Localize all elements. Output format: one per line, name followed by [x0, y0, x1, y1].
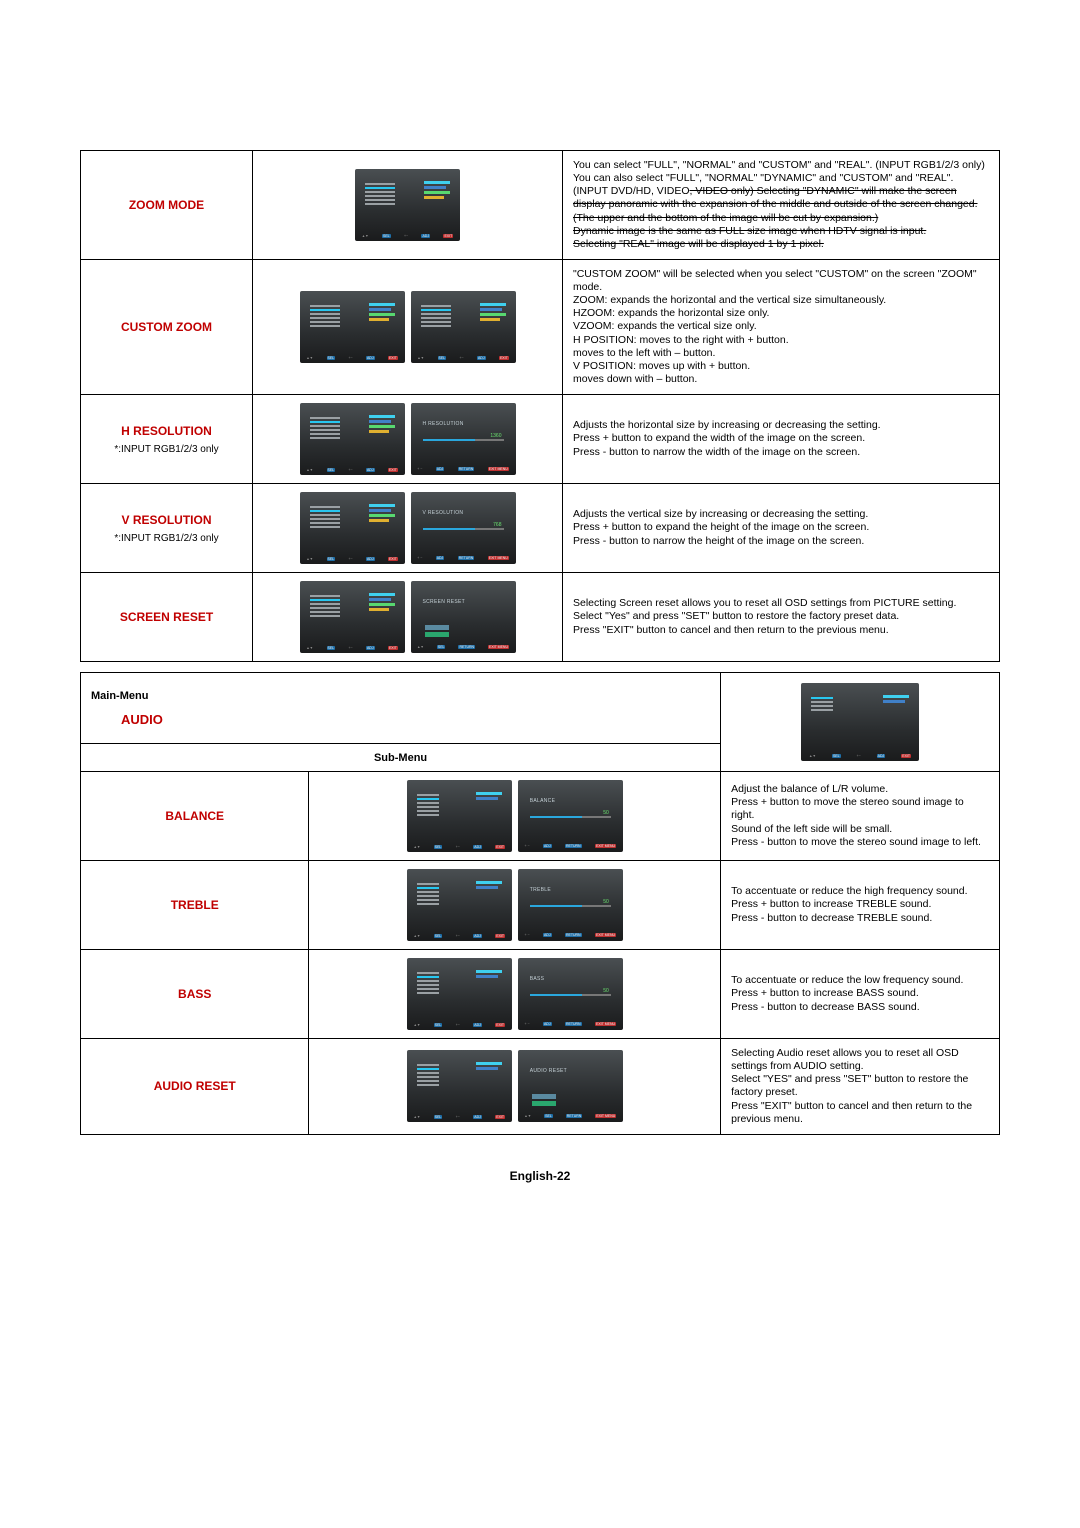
page-footer: English-22 — [80, 1169, 1000, 1183]
row-label: H RESOLUTION *:INPUT RGB1/2/3 only — [81, 395, 253, 484]
audio-header-thumb-cell: ▲▼SEL+−ADJEXIT — [721, 673, 1000, 772]
row-desc: To accentuate or reduce the low frequenc… — [721, 950, 1000, 1039]
row-thumb: ▲▼SEL+−ADJEXIT BALANCE 50 + −ADJRETURNEX… — [309, 772, 721, 861]
table-row: AUDIO RESET ▲▼SEL+−ADJEXIT AUDIO RESET ▲… — [81, 1039, 1000, 1135]
table-row: H RESOLUTION *:INPUT RGB1/2/3 only ▲▼SEL… — [81, 395, 1000, 484]
osd-slider-thumb: TREBLE 50 + −ADJRETURNEXIT MENU — [518, 869, 623, 941]
row-desc: Adjusts the horizontal size by increasin… — [563, 395, 1000, 484]
row-thumb: ▲▼SEL+−ADJEXIT BASS 50 + −ADJRETURNEXIT … — [309, 950, 721, 1039]
row-thumb: ▲▼SEL+−ADJEXIT H RESOLUTION 1360 + −ADJR… — [253, 395, 563, 484]
osd-slider-thumb: V RESOLUTION 768 + −ADJRETURNEXIT MENU — [411, 492, 516, 564]
row-desc: Selecting Screen reset allows you to res… — [563, 573, 1000, 662]
osd-choice-thumb: AUDIO RESET ▲▼SELRETURNEXIT MENU — [518, 1050, 623, 1122]
row-label: ZOOM MODE — [81, 151, 253, 260]
row-desc: To accentuate or reduce the high frequen… — [721, 861, 1000, 950]
table-row: BALANCE ▲▼SEL+−ADJEXIT BALANCE 50 + −ADJ… — [81, 772, 1000, 861]
table-row: ZOOM MODE ▲▼SEL+−ADJEXIT You can select … — [81, 151, 1000, 260]
row-label: SCREEN RESET — [81, 573, 253, 662]
osd-menu-thumb: ▲▼SEL+−ADJEXIT — [300, 291, 405, 363]
osd-slider-thumb: BALANCE 50 + −ADJRETURNEXIT MENU — [518, 780, 623, 852]
screen-rows-container: ZOOM MODE ▲▼SEL+−ADJEXIT You can select … — [81, 151, 1000, 662]
osd-slider-thumb: BASS 50 + −ADJRETURNEXIT MENU — [518, 958, 623, 1030]
row-thumb: ▲▼SEL+−ADJEXIT V RESOLUTION 768 + −ADJRE… — [253, 484, 563, 573]
row-desc: "CUSTOM ZOOM" will be selected when you … — [563, 259, 1000, 394]
osd-menu-thumb: ▲▼SEL+−ADJEXIT — [355, 169, 460, 241]
audio-title: AUDIO — [121, 712, 710, 727]
row-label: BALANCE — [81, 772, 309, 861]
audio-rows-container: BALANCE ▲▼SEL+−ADJEXIT BALANCE 50 + −ADJ… — [81, 772, 1000, 1135]
row-label: AUDIO RESET — [81, 1039, 309, 1135]
main-menu-label: Main-Menu — [91, 690, 710, 702]
row-desc: Adjust the balance of L/R volume.Press +… — [721, 772, 1000, 861]
sub-menu-label: Sub-Menu — [81, 744, 721, 772]
row-desc: You can select "FULL", "NORMAL" and "CUS… — [563, 151, 1000, 260]
table-row: TREBLE ▲▼SEL+−ADJEXIT TREBLE 50 + −ADJRE… — [81, 861, 1000, 950]
table-row: V RESOLUTION *:INPUT RGB1/2/3 only ▲▼SEL… — [81, 484, 1000, 573]
row-thumb: ▲▼SEL+−ADJEXIT SCREEN RESET ▲▼SELRETURNE… — [253, 573, 563, 662]
audio-section-table: Main-Menu AUDIO ▲▼SEL+−ADJEXIT Sub-Menu … — [80, 672, 1000, 1135]
row-label: CUSTOM ZOOM — [81, 259, 253, 394]
row-thumb: ▲▼SEL+−ADJEXIT AUDIO RESET ▲▼SELRETURNEX… — [309, 1039, 721, 1135]
row-label: TREBLE — [81, 861, 309, 950]
row-thumb: ▲▼SEL+−ADJEXIT ▲▼SEL+−ADJEXIT — [253, 259, 563, 394]
osd-menu-thumb: ▲▼SEL+−ADJEXIT — [300, 403, 405, 475]
osd-slider-thumb: H RESOLUTION 1360 + −ADJRETURNEXIT MENU — [411, 403, 516, 475]
osd-menu-thumb: ▲▼SEL+−ADJEXIT — [407, 1050, 512, 1122]
osd-menu-thumb: ▲▼SEL+−ADJEXIT — [407, 958, 512, 1030]
table-row: BASS ▲▼SEL+−ADJEXIT BASS 50 + −ADJRETURN… — [81, 950, 1000, 1039]
osd-audio-main-thumb: ▲▼SEL+−ADJEXIT — [801, 683, 919, 761]
screen-settings-table: ZOOM MODE ▲▼SEL+−ADJEXIT You can select … — [80, 150, 1000, 662]
osd-menu-thumb: ▲▼SEL+−ADJEXIT — [300, 581, 405, 653]
row-desc: Adjusts the vertical size by increasing … — [563, 484, 1000, 573]
row-thumb: ▲▼SEL+−ADJEXIT — [253, 151, 563, 260]
row-thumb: ▲▼SEL+−ADJEXIT TREBLE 50 + −ADJRETURNEXI… — [309, 861, 721, 950]
row-label: BASS — [81, 950, 309, 1039]
osd-menu-thumb: ▲▼SEL+−ADJEXIT — [411, 291, 516, 363]
table-row: CUSTOM ZOOM ▲▼SEL+−ADJEXIT ▲▼SEL+−ADJEXI… — [81, 259, 1000, 394]
osd-menu-thumb: ▲▼SEL+−ADJEXIT — [407, 869, 512, 941]
row-label: V RESOLUTION *:INPUT RGB1/2/3 only — [81, 484, 253, 573]
osd-menu-thumb: ▲▼SEL+−ADJEXIT — [300, 492, 405, 564]
osd-menu-thumb: ▲▼SEL+−ADJEXIT — [407, 780, 512, 852]
row-desc: Selecting Audio reset allows you to rese… — [721, 1039, 1000, 1135]
osd-choice-thumb: SCREEN RESET ▲▼SELRETURNEXIT MENU — [411, 581, 516, 653]
table-row: SCREEN RESET ▲▼SEL+−ADJEXIT SCREEN RESET… — [81, 573, 1000, 662]
